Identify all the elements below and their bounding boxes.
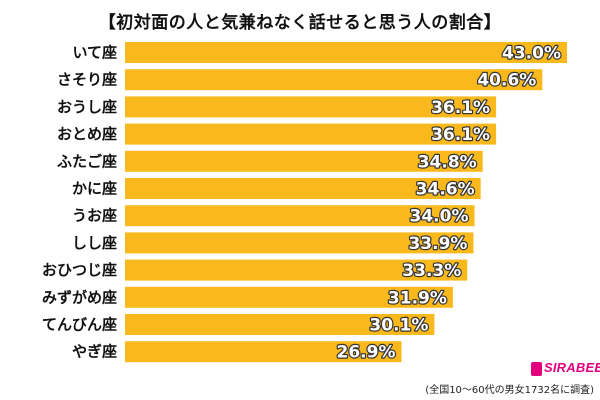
logo-text: SIRABEE [544,360,600,375]
sirabee-logo: SIRABEE [531,358,600,378]
value-label-8: 33.9% [408,234,467,254]
category-label-10: みずがめ座 [42,288,117,306]
value-label-9: 33.3% [402,261,461,281]
bar-6 [125,178,481,199]
value-label-3: 36.1% [431,98,490,118]
bar-8 [125,232,474,254]
value-label-6: 34.6% [416,180,475,200]
value-label-4: 36.1% [431,125,490,145]
category-label-8: しし座 [72,234,117,252]
category-label-5: ふたご座 [57,152,117,170]
bar-3 [125,96,497,118]
logo-mark-icon [531,362,542,376]
category-label-11: てんびん座 [42,316,117,334]
value-label-1: 43.0% [502,44,561,64]
category-label-12: やぎ座 [72,343,117,361]
bar-12 [125,341,402,363]
value-label-10: 31.9% [388,288,447,308]
value-label-5: 34.8% [418,152,477,172]
category-label-7: うお座 [72,207,117,225]
bar-10 [125,286,453,308]
bar-4 [125,123,497,145]
value-label-2: 40.6% [477,71,536,91]
category-label-9: おひつじ座 [42,261,117,279]
bar-9 [125,259,468,281]
value-label-12: 26.9% [337,343,396,363]
bar-2 [125,69,543,91]
category-label-3: おうし座 [57,98,117,116]
category-label-6: かに座 [72,180,117,198]
category-label-1: いて座 [72,44,117,62]
bar-7 [125,205,475,227]
bar-5 [125,150,483,172]
category-label-2: さそり座 [57,71,117,89]
bar-11 [125,314,435,335]
chart-title: 【初対面の人と気兼ねなく話せると思う人の割合】 [98,13,502,33]
category-label-4: おとめ座 [57,125,117,143]
source-note: (全国10〜60代の男女1732名に調査) [425,385,594,396]
value-label-11: 30.1% [369,316,428,336]
bar-1 [125,42,567,63]
value-label-7: 34.0% [410,207,469,227]
